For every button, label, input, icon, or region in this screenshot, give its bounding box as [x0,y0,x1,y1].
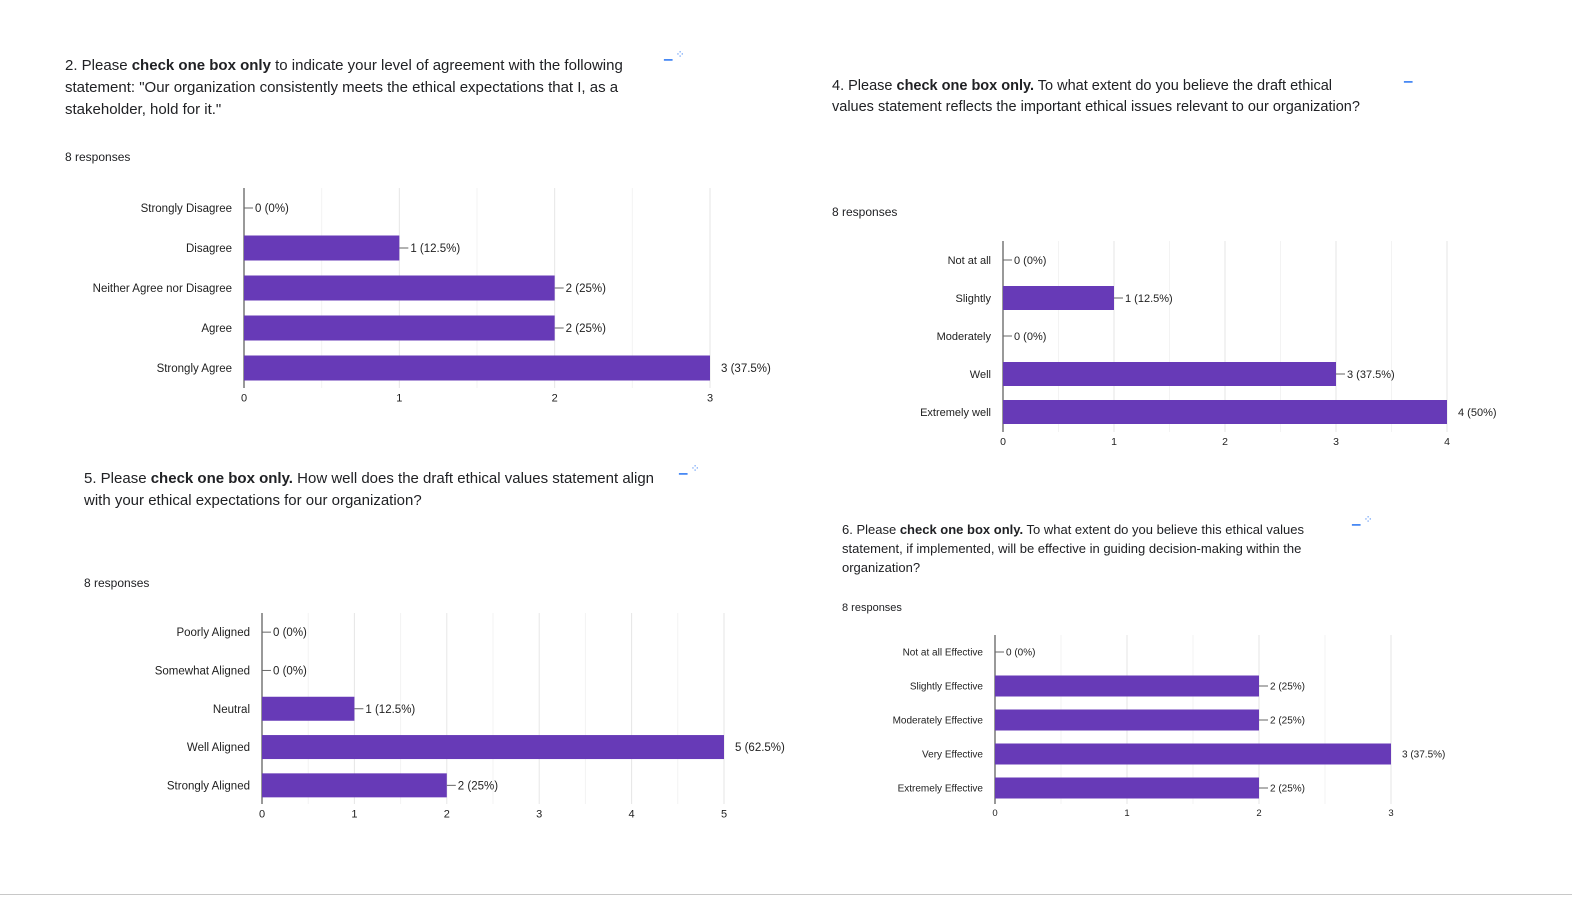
x-tick-label: 2 [444,809,450,821]
bar[interactable] [1003,362,1336,386]
data-label: 1 (12.5%) [1125,293,1173,305]
category-label: Moderately [937,331,992,343]
category-label: Strongly Aligned [167,780,250,792]
bar[interactable] [1003,286,1114,310]
response-count: 8 responses [65,150,131,164]
category-label: Neither Agree nor Disagree [93,283,232,295]
question-title: 4. Please check one box only. To what ex… [832,78,1360,116]
bar[interactable] [995,675,1259,697]
plot-area: 0 1 2 3 Strongly Disagree 0 (0%) Disagree 1 (12… [93,188,771,405]
category-label: Extremely Effective [898,784,984,795]
data-label: 0 (0%) [273,627,307,639]
category-label: Agree [201,323,232,335]
bar[interactable] [1003,400,1447,424]
bar[interactable] [262,696,355,721]
bar[interactable] [244,235,400,261]
category-label: Well Aligned [187,742,250,754]
category-label: Extremely well [920,407,991,419]
data-label: 2 (25%) [458,780,498,792]
data-label: 3 (37.5%) [721,363,771,375]
x-tick-label: 3 [1388,808,1393,819]
plot-area: 0 1 2 3 4 Not at all 0 (0%) Slightly 1 (12.5%) Mo… [920,241,1497,448]
bar[interactable] [262,773,447,798]
copy-chart-icon[interactable]: ▁ ⁘ [679,463,700,475]
question-title: 2. Please check one box only to indicate… [65,57,623,118]
category-label: Very Effective [922,750,983,761]
bar[interactable] [995,709,1259,731]
data-label: 4 (50%) [1458,407,1497,419]
bar[interactable] [995,743,1391,765]
response-count: 8 responses [84,576,150,590]
category-label: Poorly Aligned [176,627,250,639]
bar[interactable] [262,735,724,760]
response-count: 8 responses [832,205,898,219]
x-tick-label: 0 [259,809,265,821]
x-tick-label: 4 [1444,436,1450,448]
question-title: 6. Please check one box only. To what ex… [842,522,1305,575]
chart-panel-q4: 4. Please check one box only. To what ex… [832,76,1362,118]
chart-panel-q6: 6. Please check one box only. To what ex… [842,521,1347,578]
x-tick-label: 1 [1124,808,1129,819]
chart-panel-q5: 5. Please check one box only. How well d… [84,468,659,512]
bar[interactable] [244,355,710,381]
copy-chart-icon[interactable]: ▁ ⁘ [1352,514,1373,526]
x-tick-label: 0 [992,808,997,819]
category-label: Disagree [186,243,232,255]
question-title: 5. Please check one box only. How well d… [84,470,655,509]
x-tick-label: 3 [536,809,542,821]
data-label: 2 (25%) [1270,784,1305,795]
category-label: Not at all [948,255,991,267]
data-label: 0 (0%) [1014,255,1046,267]
x-tick-label: 2 [1256,808,1261,819]
data-label: 3 (37.5%) [1402,750,1445,761]
category-label: Moderately Effective [893,716,984,727]
copy-chart-icon[interactable]: ▁ [1404,71,1413,83]
x-tick-label: 3 [1333,436,1339,448]
x-tick-label: 1 [1111,436,1117,448]
bar[interactable] [244,275,555,301]
data-label: 0 (0%) [1006,648,1035,659]
category-label: Neutral [213,704,250,716]
chart-panel-q2: 2. Please check one box only to indicate… [65,55,625,120]
x-tick-label: 1 [351,809,357,821]
plot-area: 0 1 2 3 Not at all Effective 0 (0%) Slightly E… [893,635,1445,819]
x-tick-label: 0 [1000,436,1006,448]
x-tick-label: 3 [707,393,713,405]
bar[interactable] [244,315,555,341]
category-label: Strongly Agree [157,363,232,375]
x-tick-label: 0 [241,393,247,405]
category-label: Strongly Disagree [141,203,232,215]
data-label: 1 (12.5%) [365,704,415,716]
data-label: 0 (0%) [1014,331,1046,343]
x-tick-label: 5 [721,809,727,821]
copy-chart-icon[interactable]: ▁ ⁘ [664,49,685,61]
data-label: 1 (12.5%) [410,243,460,255]
category-label: Well [970,369,991,381]
x-tick-label: 2 [1222,436,1228,448]
bar[interactable] [995,777,1259,799]
divider [0,894,1572,895]
response-count: 8 responses [842,602,902,614]
category-label: Not at all Effective [903,648,984,659]
category-label: Slightly Effective [910,682,984,693]
data-label: 5 (62.5%) [735,742,785,754]
x-tick-label: 4 [629,809,635,821]
data-label: 2 (25%) [566,283,606,295]
data-label: 0 (0%) [255,203,289,215]
data-label: 3 (37.5%) [1347,369,1395,381]
category-label: Slightly [956,293,992,305]
data-label: 0 (0%) [273,665,307,677]
data-label: 2 (25%) [566,323,606,335]
x-tick-label: 2 [552,393,558,405]
data-label: 2 (25%) [1270,716,1305,727]
x-tick-label: 1 [396,393,402,405]
category-label: Somewhat Aligned [155,665,250,677]
plot-area: 0 1 2 3 4 5 Poorly Aligned 0 (0%) Somewhat Align… [155,613,785,821]
data-label: 2 (25%) [1270,682,1305,693]
